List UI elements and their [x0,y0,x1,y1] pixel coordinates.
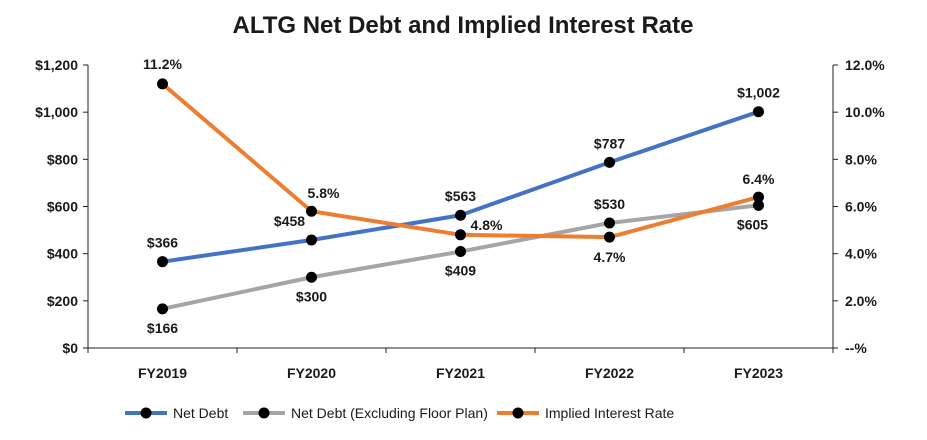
series-0-point [306,234,317,246]
series-2-data-label: 6.4% [743,171,775,187]
series-2-data-label: 4.7% [594,249,626,265]
series-2-data-label: 4.8% [471,217,503,233]
y-right-tick-label: 6.0% [845,199,877,215]
legend-swatch-marker [140,407,152,419]
axes: $0 $200 $400 $600 $800 $1,000 $1,200 --% 2.0% 4.0… [35,57,885,381]
y-right-tick-label: 10.0% [845,104,885,120]
legend-entry-label: Implied Interest Rate [545,405,674,421]
series-1-data-label: $409 [445,263,476,279]
series-2-data-label: 11.2% [143,56,182,72]
series-1-data-label: $166 [147,320,178,336]
series-1-point [306,271,317,283]
y-left-tick-label: $0 [62,340,78,356]
series-0-data-label: $458 [274,213,305,229]
legend-swatch-marker [258,407,270,419]
legend-swatch-marker [512,407,524,419]
legend: Net Debt Net Debt (Excluding Floor Plan) I… [125,405,674,421]
y-right-tick-label: --% [845,340,867,356]
series-0-point [455,209,466,221]
legend-entry-label: Net Debt (Excluding Floor Plan) [291,405,488,421]
series-1-point [157,303,168,315]
series-0-data-label: $1,002 [737,85,780,101]
y-left-tick-label: $200 [47,293,78,309]
x-tick-label: FY2019 [138,365,187,381]
series-2-point [157,78,168,90]
y-left-tick-label: $1,000 [35,104,78,120]
legend-entry-label: Net Debt [173,405,228,421]
series-1-data-label: $530 [594,196,625,212]
series-0-data-label: $787 [594,135,625,151]
series-1-point [604,217,615,229]
x-tick-label: FY2021 [436,365,485,381]
series-0-point [753,106,764,118]
data-labels: $366 $458 $563 $787 $1,002 $166 $300 $409 $530 $6… [143,56,780,336]
series-0-data-label: $563 [445,188,476,204]
x-tick-label: FY2023 [734,365,783,381]
series-2-point [455,229,466,241]
y-right-tick-label: 4.0% [845,246,877,262]
series-markers [157,78,764,315]
series-1-data-label: $300 [296,288,327,304]
series-2-point [306,205,317,217]
y-left-tick-label: $600 [47,199,78,215]
x-tick-label: FY2020 [287,365,336,381]
chart-title: ALTG Net Debt and Implied Interest Rate [233,12,694,39]
series-2-data-label: 5.8% [308,185,340,201]
series-1-point [753,199,764,211]
y-left-tick-label: $1,200 [35,57,78,73]
series-1-point [455,246,466,258]
series-0-point [157,256,168,268]
y-right-tick-label: 2.0% [845,293,877,309]
y-right-tick-label: 12.0% [845,57,885,73]
y-right-tick-label: 8.0% [845,151,877,167]
x-tick-label: FY2022 [585,365,634,381]
series-2-point [753,191,764,203]
series-0-point [604,156,615,168]
series-0-data-label: $366 [147,235,178,251]
y-left-tick-label: $400 [47,246,78,262]
y-left-tick-label: $800 [47,151,78,167]
series-1-data-label: $605 [737,216,768,232]
series-2-point [604,231,615,243]
